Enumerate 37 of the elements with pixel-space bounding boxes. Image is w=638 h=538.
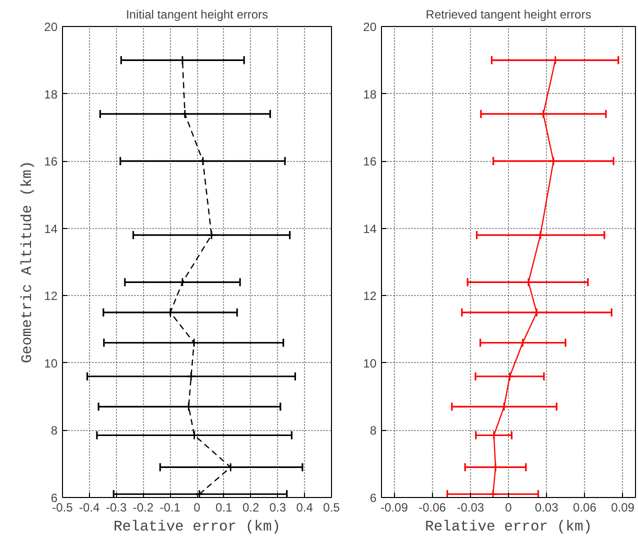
x-tick-label: 0.1 [216,500,233,514]
y-tick-label: 8 [50,424,58,438]
x-tick-label: 0.06 [573,500,597,514]
y-tick-label: 18 [44,87,58,102]
y-tick-label: 18 [363,87,377,102]
x-axis-title: Relative error (km) [113,520,281,536]
y-tick-label: 20 [363,20,377,34]
y-tick-label: 14 [363,222,377,236]
x-tick-label: -0.4 [79,500,100,514]
y-tick-label: 16 [44,154,58,169]
x-tick-label: -0.03 [456,500,484,514]
x-tick-label: -0.06 [418,500,446,514]
x-tick-label: 0.2 [242,500,260,514]
y-tick-label: 14 [44,222,58,236]
x-tick-label: 0.3 [269,500,286,514]
x-tick-label: 0.5 [323,500,340,514]
x-tick-label: -0.3 [106,500,127,514]
y-tick-label: 20 [44,20,58,34]
y-tick-label: 8 [370,424,377,438]
x-tick-label: 0 [194,500,201,514]
x-tick-label: -0.1 [160,500,181,514]
x-tick-label: 0.4 [296,500,314,514]
x-axis-title: Relative error (km) [424,520,592,536]
chart-title: Initial tangent height errors [126,8,268,22]
x-tick-label: -0.09 [380,500,408,514]
y-tick-label: 10 [44,356,58,370]
x-tick-label: 0.09 [611,500,635,514]
x-tick-label: 0.03 [534,500,559,514]
y-tick-label: 12 [363,289,377,304]
chart-title: Retrieved tangent height errors [426,8,592,22]
y-tick-label: 6 [370,491,377,505]
x-tick-label: 0 [505,500,512,514]
x-tick-label: -0.2 [132,500,154,514]
y-tick-label: 10 [363,356,377,370]
y-axis-title: Geometric Altitude (km) [20,160,36,364]
y-tick-label: 12 [44,289,58,304]
y-tick-label: 16 [363,154,377,169]
